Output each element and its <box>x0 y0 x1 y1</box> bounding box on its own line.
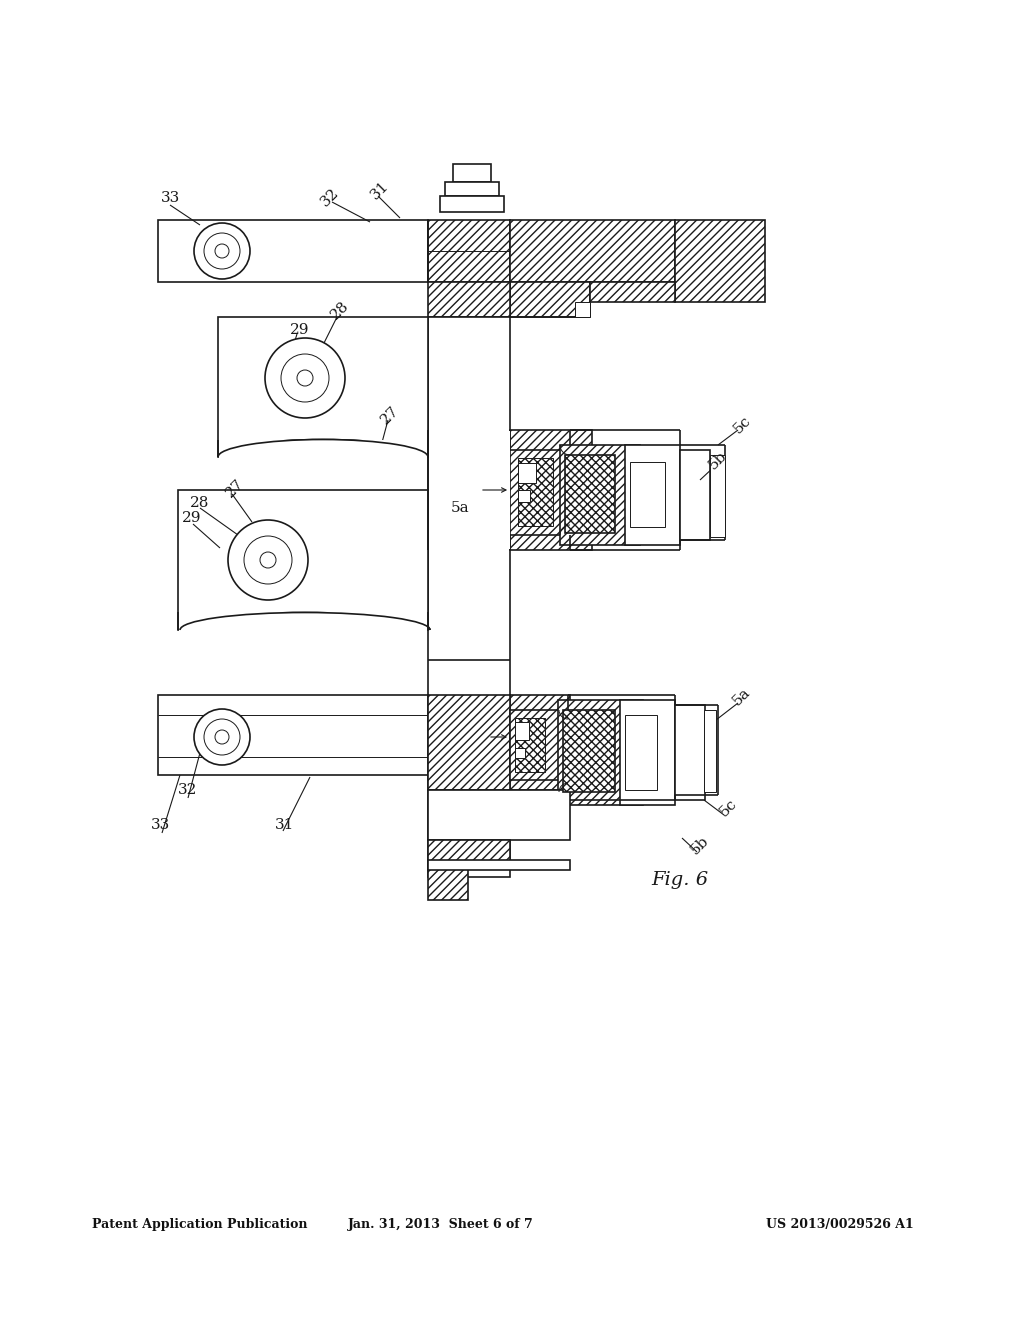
Bar <box>630 462 665 527</box>
Text: 31: 31 <box>275 818 295 832</box>
Bar <box>560 445 640 545</box>
Bar <box>518 490 530 502</box>
Text: 5c: 5c <box>731 413 754 437</box>
Text: 5c: 5c <box>717 797 739 820</box>
Bar <box>563 710 615 792</box>
Text: 5b: 5b <box>688 833 712 857</box>
Text: 5b: 5b <box>707 449 730 471</box>
Bar <box>510 696 570 789</box>
Bar <box>219 440 427 459</box>
Text: 27: 27 <box>378 403 401 426</box>
Text: Patent Application Publication: Patent Application Publication <box>92 1218 307 1232</box>
Bar <box>440 195 504 213</box>
Bar <box>515 748 525 758</box>
Bar <box>429 432 510 549</box>
Text: 32: 32 <box>318 185 342 209</box>
Bar <box>515 718 545 772</box>
Bar <box>710 455 725 537</box>
Bar <box>675 705 705 800</box>
Text: Jan. 31, 2013  Sheet 6 of 7: Jan. 31, 2013 Sheet 6 of 7 <box>347 1218 534 1232</box>
Bar <box>445 182 499 195</box>
Text: 27: 27 <box>223 477 247 500</box>
Text: 28: 28 <box>190 496 210 510</box>
Bar <box>510 282 590 317</box>
Bar <box>518 458 553 525</box>
Bar <box>575 302 590 317</box>
Circle shape <box>265 338 345 418</box>
Bar <box>625 715 657 789</box>
Bar <box>590 282 675 302</box>
Bar <box>510 430 592 550</box>
Bar <box>680 450 710 540</box>
Text: 5a: 5a <box>451 502 469 515</box>
Circle shape <box>244 536 292 583</box>
Text: 29: 29 <box>182 511 202 525</box>
Text: 5a: 5a <box>730 685 754 709</box>
Bar <box>705 710 716 792</box>
Bar <box>515 722 529 741</box>
Bar <box>558 700 643 805</box>
Bar <box>178 490 428 630</box>
Text: US 2013/0029526 A1: US 2013/0029526 A1 <box>766 1218 913 1232</box>
Text: 29: 29 <box>290 323 309 337</box>
Bar <box>625 445 680 545</box>
Bar <box>428 861 570 870</box>
Bar <box>158 696 428 775</box>
Text: 28: 28 <box>329 298 352 322</box>
Bar <box>510 710 565 780</box>
Bar <box>675 220 765 302</box>
Bar <box>218 317 428 457</box>
Bar <box>158 220 428 282</box>
Bar <box>179 612 427 634</box>
Text: 31: 31 <box>369 178 392 202</box>
Text: 33: 33 <box>161 191 179 205</box>
Circle shape <box>204 719 240 755</box>
Bar <box>518 463 536 483</box>
Circle shape <box>260 552 276 568</box>
Circle shape <box>281 354 329 403</box>
Text: 32: 32 <box>178 783 198 797</box>
Bar <box>428 789 570 840</box>
Bar <box>510 450 570 535</box>
Bar <box>428 865 468 900</box>
Circle shape <box>194 709 250 766</box>
Text: Fig. 6: Fig. 6 <box>651 871 709 888</box>
Circle shape <box>204 234 240 269</box>
Bar <box>428 840 510 865</box>
Bar <box>565 455 615 533</box>
Bar <box>428 317 510 876</box>
Text: 33: 33 <box>151 818 170 832</box>
Bar <box>428 220 510 282</box>
Circle shape <box>215 244 229 257</box>
Circle shape <box>215 730 229 744</box>
Bar <box>620 700 675 805</box>
Bar <box>428 696 510 789</box>
Circle shape <box>228 520 308 601</box>
Bar <box>428 282 510 317</box>
Circle shape <box>194 223 250 279</box>
Circle shape <box>297 370 313 385</box>
Bar <box>453 164 490 182</box>
Bar <box>510 220 675 282</box>
